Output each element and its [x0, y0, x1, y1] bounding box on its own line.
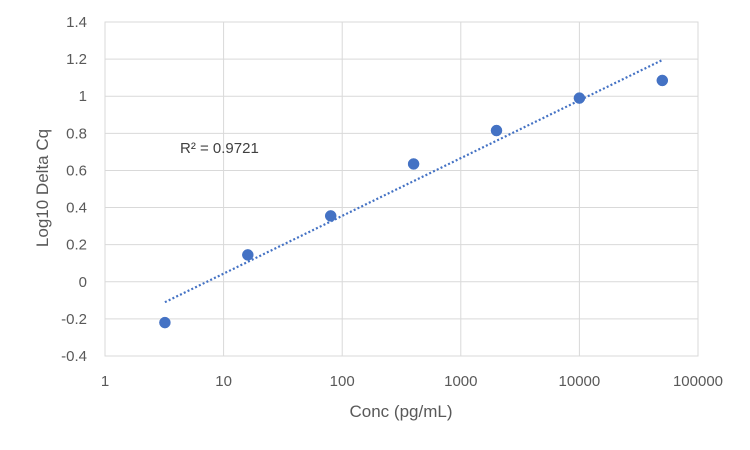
- data-points: [159, 74, 669, 329]
- y-tick-label: -0.2: [61, 311, 87, 328]
- y-tick-label: 0.6: [66, 162, 87, 179]
- y-tick-label: 1.2: [66, 51, 87, 68]
- x-tick-label: 10: [215, 373, 232, 390]
- y-tick-labels: -0.4 -0.2 0 0.2 0.4 0.6 0.8 1 1.2 1.4: [61, 14, 87, 365]
- gridlines: [104, 21, 699, 357]
- y-tick-label: 0: [79, 274, 87, 291]
- data-point: [324, 210, 337, 222]
- x-tick-label: 1000: [444, 373, 477, 390]
- data-point: [656, 74, 669, 87]
- y-tick-label: -0.4: [61, 348, 87, 365]
- data-point: [242, 249, 254, 261]
- x-tick-label: 100: [330, 373, 355, 390]
- y-tick-label: 1: [79, 88, 87, 105]
- plot-area: [104, 21, 699, 357]
- y-tick-label: 1.4: [66, 14, 87, 31]
- data-point: [490, 124, 503, 137]
- x-tick-label: 100000: [673, 373, 723, 390]
- y-tick-label: 0.2: [66, 237, 87, 254]
- x-axis-title: Conc (pg/mL): [350, 402, 453, 421]
- x-tick-labels: 1 10 100 1000 10000 100000: [101, 373, 723, 390]
- y-tick-label: 0.4: [66, 200, 87, 217]
- x-tick-label: 10000: [559, 373, 601, 390]
- plot-area-frame: [104, 21, 699, 357]
- data-point: [573, 92, 586, 104]
- r-squared-annotation: R² = 0.9721: [180, 140, 259, 157]
- y-axis-title: Log10 Delta Cq: [33, 129, 52, 247]
- data-point: [159, 316, 171, 329]
- data-point: [407, 158, 420, 170]
- y-tick-label: 0.8: [66, 125, 87, 142]
- x-tick-label: 1: [101, 373, 109, 390]
